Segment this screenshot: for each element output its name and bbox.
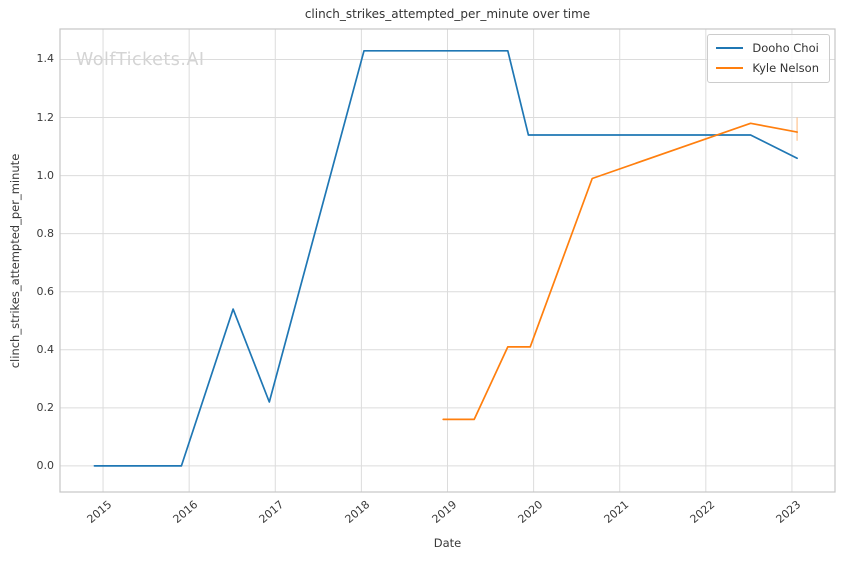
plot-border [59,28,836,493]
y-tick-label: 1.2 [36,110,55,124]
legend-item-dooho-choi: Dooho Choi [716,41,819,55]
series-line-dooho-choi [93,49,798,467]
legend: Dooho Choi Kyle Nelson [707,34,830,83]
legend-label: Kyle Nelson [752,61,819,75]
y-tick-label: 0.4 [36,342,55,356]
y-tick-label: 0.8 [36,226,55,240]
y-tick-label: 0.0 [36,458,55,472]
y-tick-label: 1.0 [36,168,55,182]
legend-label: Dooho Choi [752,41,819,55]
y-tick-label: 1.4 [36,52,55,66]
legend-line-sample-orange [716,67,744,69]
y-tick-label: 0.6 [36,284,55,298]
series-line-kyle-nelson [442,122,798,421]
y-axis-label: clinch_strikes_attempted_per_minute [8,153,22,369]
legend-item-kyle-nelson: Kyle Nelson [716,61,819,75]
x-axis-label: Date [433,536,462,550]
chart-title: clinch_strikes_attempted_per_minute over… [304,7,591,21]
legend-line-sample-blue [716,47,744,49]
y-tick-label: 0.2 [36,400,55,414]
